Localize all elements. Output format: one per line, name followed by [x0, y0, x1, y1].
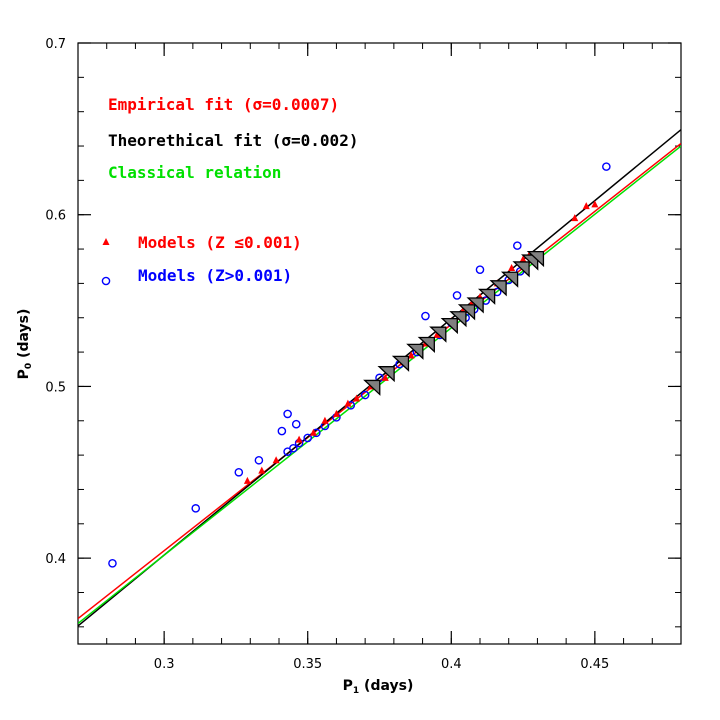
- point-low-z: [309, 428, 317, 436]
- point-large-triangle: [429, 326, 447, 343]
- point-large-triangle: [417, 336, 435, 353]
- point-high-z: [452, 291, 462, 300]
- point-high-z: [108, 558, 117, 568]
- fit-lines: [78, 129, 681, 627]
- x-tick-label: 0.3: [154, 657, 175, 672]
- x-axis-title-sub: 1: [353, 686, 359, 696]
- point-low-z: [321, 416, 329, 424]
- point-low-z: [295, 435, 303, 443]
- y-tick-label: 0.6: [45, 209, 66, 224]
- y-axis-title: P0 (days): [16, 309, 34, 380]
- point-low-z: [508, 263, 516, 271]
- legend: Empirical fit (σ=0.0007) Theorethical fi…: [101, 95, 358, 286]
- y-axis-title-sub: 0: [24, 363, 34, 369]
- legend-empirical: Empirical fit (σ=0.0007): [108, 95, 339, 114]
- point-low-z: [258, 466, 266, 474]
- plot-frame: [77, 42, 682, 645]
- point-low-z: [519, 255, 527, 263]
- legend-models-low-z: Models (Z ≤0.001): [138, 233, 302, 252]
- point-low-z: [381, 373, 389, 381]
- point-large-triangle: [457, 304, 476, 321]
- point-large-triangle: [449, 311, 467, 328]
- point-high-z: [360, 390, 370, 400]
- point-large-triangle: [466, 297, 484, 314]
- x-tick-label: 0.35: [293, 657, 322, 672]
- point-high-z: [254, 455, 264, 465]
- point-low-z: [591, 200, 599, 208]
- point-low-z: [582, 202, 590, 210]
- point-large-triangle: [406, 343, 424, 360]
- data-markers: [108, 162, 611, 568]
- x-axis-title: P1 (days): [343, 678, 414, 696]
- y-axis-title-main: P: [16, 369, 32, 379]
- point-low-z: [571, 214, 579, 222]
- point-high-z: [277, 426, 287, 436]
- x-axis-title-main: P: [343, 678, 353, 694]
- point-large-triangle: [521, 254, 539, 271]
- legend-classical: Classical relation: [108, 163, 281, 182]
- point-large-triangle: [477, 288, 496, 305]
- point-low-z: [243, 476, 251, 484]
- point-large-triangle: [489, 280, 507, 297]
- point-large-triangle: [512, 261, 530, 278]
- y-tick-label: 0.7: [45, 37, 66, 52]
- point-high-z: [289, 443, 298, 453]
- point-high-z: [475, 265, 485, 274]
- point-large-triangle: [500, 271, 519, 288]
- point-high-z: [602, 162, 611, 171]
- point-low-z: [407, 351, 415, 359]
- y-axis-title-rest: (days): [16, 309, 32, 363]
- point-large-triangle: [363, 379, 381, 396]
- x-tick-label: 0.45: [580, 657, 609, 672]
- point-high-z: [234, 467, 244, 477]
- point-high-z: [283, 409, 292, 419]
- x-tick-label: 0.4: [441, 657, 462, 672]
- point-low-z: [344, 399, 352, 407]
- point-low-z: [353, 394, 361, 402]
- legend-theoretical: Theorethical fit (σ=0.002): [108, 131, 358, 150]
- point-large-triangle: [526, 250, 545, 268]
- point-high-z: [303, 433, 313, 443]
- x-axis-title-rest: (days): [359, 678, 413, 694]
- point-large-triangle: [377, 366, 395, 383]
- legend-triangle-marker: [102, 238, 110, 245]
- point-high-z: [291, 419, 301, 429]
- point-high-z: [191, 504, 201, 513]
- point-high-z: [421, 311, 430, 321]
- tick-labels: 0.3 0.35 0.4 0.45 0.4 0.5 0.6 0.7: [45, 37, 609, 672]
- legend-circle-marker: [101, 276, 111, 286]
- y-tick-label: 0.4: [45, 552, 66, 567]
- point-low-z: [332, 409, 340, 417]
- point-high-z: [513, 241, 522, 250]
- y-tick-label: 0.5: [45, 380, 66, 395]
- legend-models-high-z: Models (Z>0.001): [138, 266, 292, 285]
- point-large-triangle: [391, 355, 410, 372]
- point-low-z: [433, 330, 441, 338]
- point-low-z: [272, 456, 280, 464]
- point-large-triangle: [440, 317, 458, 335]
